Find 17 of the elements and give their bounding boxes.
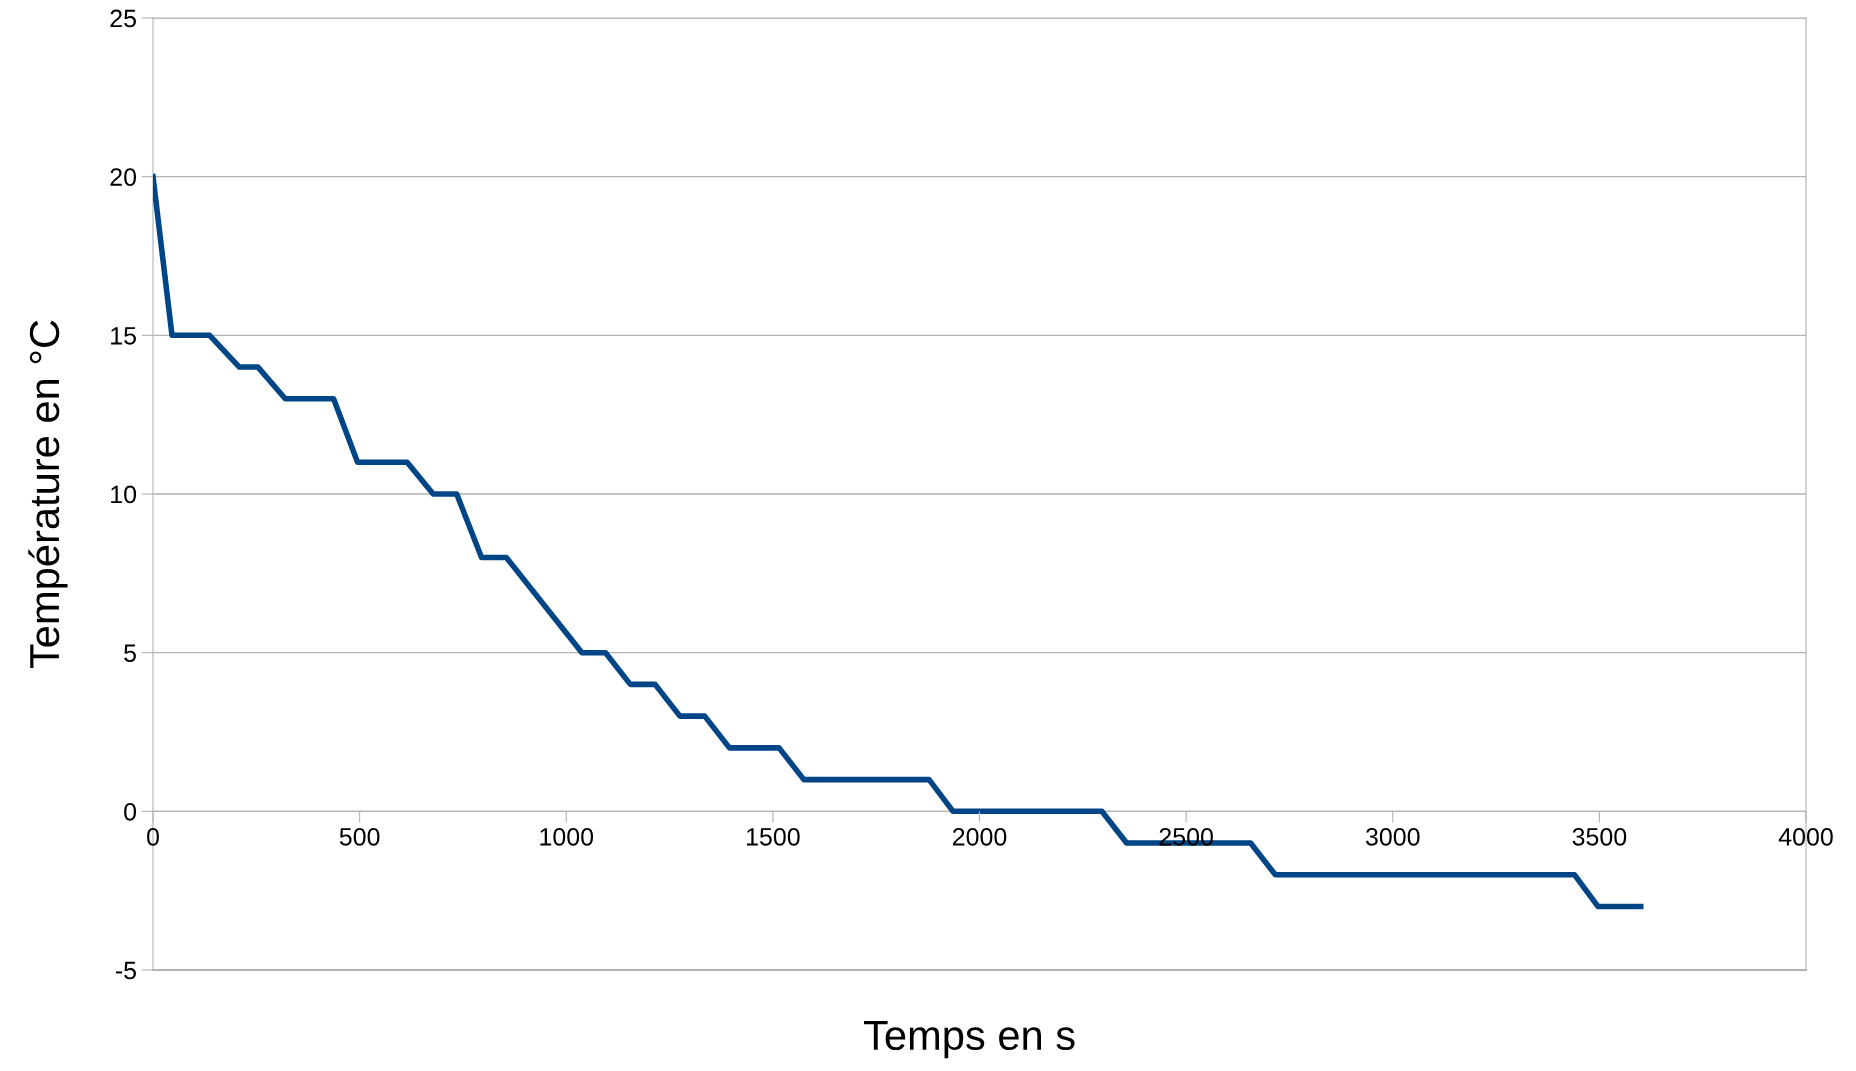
x-axis-title: Temps en s bbox=[864, 1021, 1075, 1059]
x-tick-label: 500 bbox=[339, 827, 380, 846]
x-tick-label: 3500 bbox=[1572, 827, 1627, 846]
y-tick-label: 5 bbox=[124, 644, 136, 662]
x-tick-label: 3000 bbox=[1365, 827, 1420, 846]
x-tick-label: 0 bbox=[147, 827, 159, 846]
y-axis-title: Température en °C bbox=[28, 320, 68, 669]
y-tick-label: 20 bbox=[110, 168, 137, 186]
x-tick-label: 1000 bbox=[540, 827, 594, 846]
x-tick-label: 4000 bbox=[1778, 827, 1833, 846]
y-tick-label: 0 bbox=[124, 802, 137, 821]
x-tick-label: 1500 bbox=[746, 827, 800, 846]
y-tick-label: 25 bbox=[110, 9, 136, 28]
y-tick-label: -5 bbox=[115, 961, 136, 980]
x-tick-label: 2000 bbox=[952, 827, 1007, 846]
y-tick-label: 15 bbox=[111, 327, 136, 345]
y-tick-label: 10 bbox=[111, 485, 137, 504]
